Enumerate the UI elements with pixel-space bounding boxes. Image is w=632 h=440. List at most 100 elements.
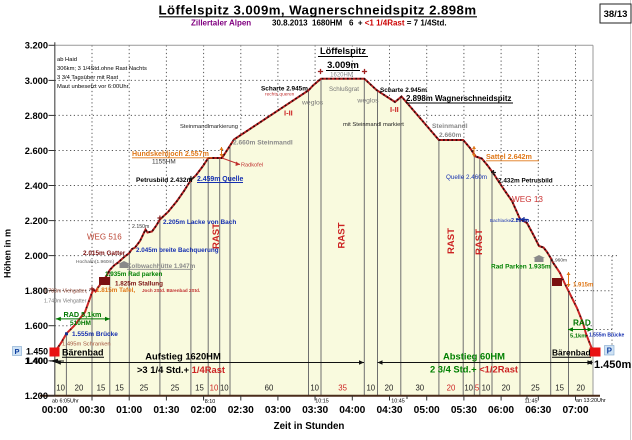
svg-text:RAD 5,1km: RAD 5,1km — [64, 310, 102, 319]
svg-text:Rad Parken 1.935m: Rad Parken 1.935m — [491, 264, 551, 271]
svg-text:01:30: 01:30 — [153, 405, 179, 416]
svg-text:20: 20 — [576, 384, 585, 393]
svg-text:an 13:20Uhr: an 13:20Uhr — [576, 398, 606, 404]
svg-text:Scharte 2.945m: Scharte 2.945m — [261, 86, 308, 93]
svg-text:10: 10 — [210, 384, 219, 393]
svg-text:10: 10 — [220, 384, 229, 393]
svg-text:ab Haid: ab Haid — [57, 57, 77, 63]
svg-text:2.432m Petrusbild: 2.432m Petrusbild — [498, 178, 553, 185]
svg-text:30.8.2013 1680HM 6 + <1 1/: 30.8.2013 1680HM 6 + <1 1/4Rast = 7 1/4S… — [272, 19, 447, 28]
svg-text:07:00: 07:00 — [562, 405, 588, 416]
svg-text:RAST: RAST — [446, 228, 457, 254]
svg-text:5: 5 — [475, 384, 480, 393]
svg-text:5,1km: 5,1km — [570, 334, 586, 340]
svg-text:WEG 13: WEG 13 — [512, 195, 543, 204]
svg-text:Abstieg 60HM: Abstieg 60HM — [443, 351, 505, 362]
svg-text:2.400: 2.400 — [25, 181, 48, 191]
svg-text:2.000: 2.000 — [25, 251, 48, 261]
svg-text:weglos: weglos — [301, 100, 324, 107]
svg-text:Höhen in m: Höhen in m — [3, 229, 13, 278]
svg-text:60: 60 — [265, 384, 274, 393]
svg-text:1.450: 1.450 — [26, 346, 48, 356]
svg-text:Bärenbad: Bärenbad — [62, 348, 104, 358]
svg-text:3.000: 3.000 — [25, 76, 48, 86]
svg-text:2.045m breite Bachquerung: 2.045m breite Bachquerung — [136, 247, 219, 254]
svg-text:P: P — [607, 347, 613, 356]
svg-text:10: 10 — [310, 384, 319, 393]
svg-text:Quelle 2.460m: Quelle 2.460m — [446, 174, 487, 181]
svg-text:Hochalm(1.960m): Hochalm(1.960m) — [76, 259, 115, 265]
svg-text:Sattel 2.642m: Sattel 2.642m — [486, 152, 532, 161]
svg-text:RAD: RAD — [573, 319, 591, 328]
svg-text:I-II: I-II — [390, 105, 399, 114]
svg-text:Löffelspitz 3.009m, Wagnerschn: Löffelspitz 3.009m, Wagnerschneidspitz 2… — [158, 3, 476, 18]
svg-text:510HM: 510HM — [70, 320, 91, 327]
svg-text:RAST: RAST — [211, 223, 222, 249]
svg-text:3 3/4 Tagsüber mit Rast: 3 3/4 Tagsüber mit Rast — [57, 75, 119, 81]
svg-text:ab 6:05Uhr: ab 6:05Uhr — [52, 399, 79, 405]
svg-text:3.200: 3.200 — [25, 41, 48, 51]
svg-text:06:30: 06:30 — [525, 405, 551, 416]
svg-text:06:00: 06:00 — [488, 405, 514, 416]
svg-text:15: 15 — [555, 384, 564, 393]
svg-text:20: 20 — [502, 384, 511, 393]
svg-text:Hundskehljoch 2.557m: Hundskehljoch 2.557m — [132, 150, 209, 158]
svg-text:Steinmandlmarkierung: Steinmandlmarkierung — [180, 124, 238, 130]
svg-text:11:45: 11:45 — [524, 399, 537, 405]
svg-text:Schlußgrat: Schlußgrat — [329, 86, 359, 93]
svg-text:1.935m Rad parken: 1.935m Rad parken — [105, 271, 163, 278]
svg-text:00:00: 00:00 — [42, 405, 68, 416]
svg-text:25: 25 — [531, 384, 540, 393]
svg-text:P: P — [14, 347, 19, 356]
svg-text:03:30: 03:30 — [302, 405, 328, 416]
svg-text:25: 25 — [140, 384, 149, 393]
svg-text:15: 15 — [115, 384, 124, 393]
svg-text:38/13: 38/13 — [604, 9, 628, 20]
svg-text:Petrusbild 2.432m: Petrusbild 2.432m — [136, 177, 193, 184]
svg-text:>3 1/4 Std.+ 1/4Rast: >3 1/4 Std.+ 1/4Rast — [137, 364, 225, 375]
svg-text:Maut unbesetzt vor 6:00Uhr: Maut unbesetzt vor 6:00Uhr — [57, 84, 129, 90]
svg-text:30: 30 — [415, 384, 424, 393]
svg-text:05:00: 05:00 — [414, 405, 440, 416]
svg-text:10:15: 10:15 — [315, 399, 329, 405]
svg-text:10: 10 — [56, 384, 65, 393]
svg-text:20: 20 — [447, 384, 456, 393]
svg-text:03:00: 03:00 — [265, 405, 291, 416]
svg-text:1.495m Schranken: 1.495m Schranken — [62, 342, 111, 348]
svg-text:Joch 2Std. Bärenbad 2Std.: Joch 2Std. Bärenbad 2Std. — [142, 288, 200, 293]
svg-text:25: 25 — [171, 384, 180, 393]
svg-text:00:30: 00:30 — [79, 405, 105, 416]
svg-text:Zillertaler Alpen: Zillertaler Alpen — [191, 19, 251, 28]
svg-text:3.009m: 3.009m — [327, 59, 359, 70]
svg-text:Zeit in Stunden: Zeit in Stunden — [274, 421, 345, 432]
svg-text:1.915m: 1.915m — [573, 283, 593, 289]
svg-text:Kolbwachhütte 1.947m: Kolbwachhütte 1.947m — [127, 263, 196, 270]
svg-text:RAST: RAST — [474, 229, 485, 255]
svg-text:15: 15 — [195, 384, 204, 393]
svg-text:05:30: 05:30 — [451, 405, 477, 416]
svg-text:Bärenbad: Bärenbad — [552, 348, 591, 358]
svg-text:1.960m: 1.960m — [551, 258, 567, 264]
svg-text:Bachlacke: Bachlacke — [490, 218, 512, 223]
svg-text:2.205m: 2.205m — [511, 218, 529, 224]
svg-text:2.600: 2.600 — [25, 146, 48, 156]
svg-text:2.800: 2.800 — [25, 111, 48, 121]
svg-text:1.400: 1.400 — [26, 356, 48, 366]
svg-text:04:00: 04:00 — [339, 405, 365, 416]
svg-text:10: 10 — [464, 384, 473, 393]
svg-text:20: 20 — [385, 384, 394, 393]
svg-text:1.815m Tafel,: 1.815m Tafel, — [96, 287, 135, 294]
svg-text:2.660m: 2.660m — [439, 132, 462, 139]
svg-text:10: 10 — [366, 384, 375, 393]
svg-text:Radkofel: Radkofel — [241, 163, 263, 169]
svg-text:1.825m Stallung: 1.825m Stallung — [115, 281, 163, 288]
svg-text:2 3/4 Std.+ <1/2Rast: 2 3/4 Std.+ <1/2Rast — [430, 364, 518, 375]
svg-text:2.200: 2.200 — [25, 216, 48, 226]
svg-text:Löffelspitz: Löffelspitz — [320, 46, 366, 56]
svg-text:weglos: weglos — [356, 98, 379, 105]
svg-text:1155HM: 1155HM — [152, 159, 176, 166]
svg-text:01:00: 01:00 — [116, 405, 142, 416]
svg-text:Aufstieg 1620HM: Aufstieg 1620HM — [145, 351, 221, 362]
svg-text:2.205m Lacke von Bach: 2.205m Lacke von Bach — [163, 219, 236, 226]
svg-text:35: 35 — [338, 384, 347, 393]
